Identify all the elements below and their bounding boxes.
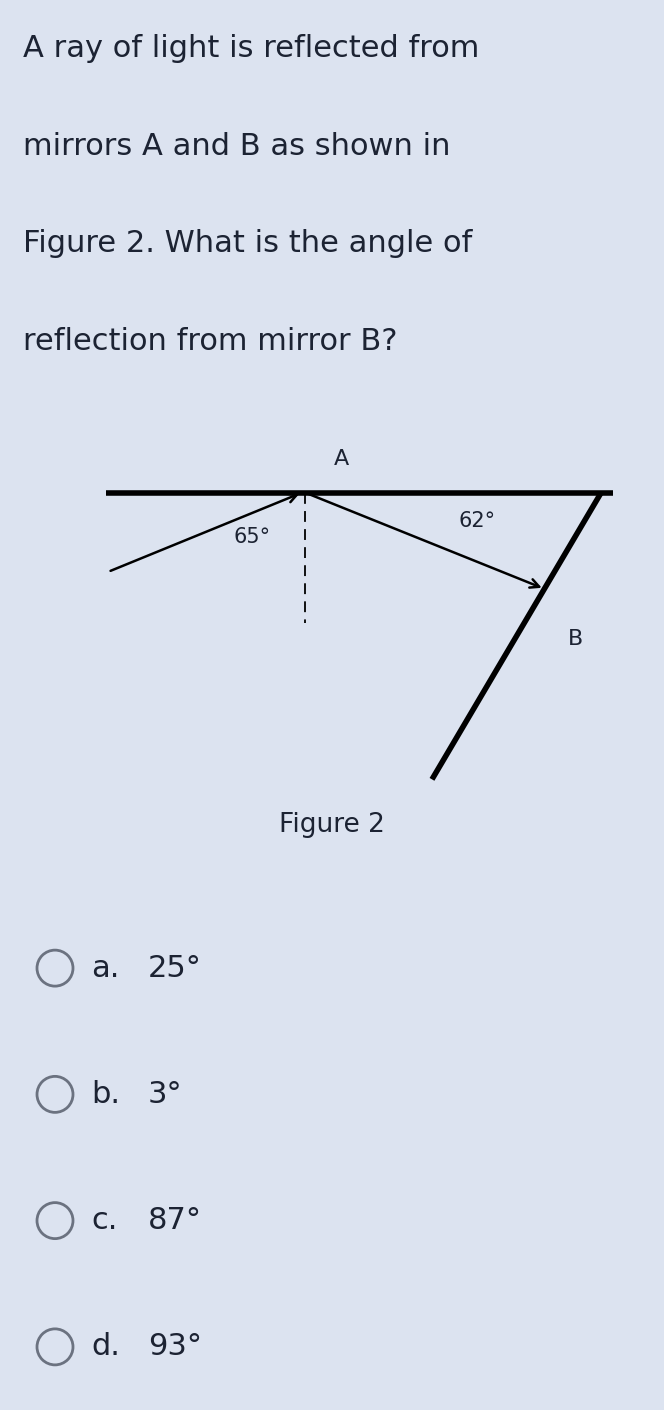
- Text: c.: c.: [91, 1206, 118, 1235]
- Text: B: B: [568, 629, 583, 649]
- Text: A: A: [334, 450, 349, 470]
- Text: b.: b.: [91, 1080, 120, 1108]
- Text: 62°: 62°: [459, 512, 496, 532]
- Text: 25°: 25°: [148, 953, 202, 983]
- Text: 65°: 65°: [234, 527, 271, 547]
- Text: 93°: 93°: [148, 1332, 202, 1362]
- Text: 3°: 3°: [148, 1080, 183, 1108]
- Text: reflection from mirror B?: reflection from mirror B?: [23, 327, 398, 355]
- Text: d.: d.: [91, 1332, 120, 1362]
- Text: Figure 2. What is the angle of: Figure 2. What is the angle of: [23, 230, 473, 258]
- Text: 87°: 87°: [148, 1206, 202, 1235]
- Text: Figure 2: Figure 2: [279, 812, 385, 838]
- Text: a.: a.: [91, 953, 120, 983]
- Text: mirrors A and B as shown in: mirrors A and B as shown in: [23, 131, 451, 161]
- Text: A ray of light is reflected from: A ray of light is reflected from: [23, 34, 479, 63]
